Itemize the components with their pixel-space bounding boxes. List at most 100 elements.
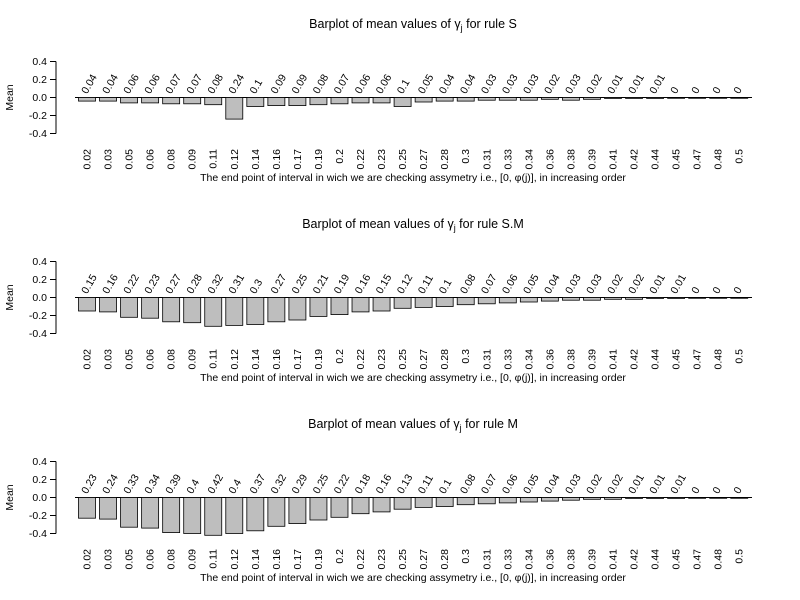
bar-value-label: 0.27 [163, 272, 184, 296]
bar-value-label: 0.32 [205, 272, 226, 296]
y-tick-label: -0.4 [29, 528, 47, 540]
bar-value-label: 0.03 [500, 72, 521, 96]
y-axis-label: Mean [4, 484, 16, 510]
bar-value-label: 0.32 [269, 472, 290, 496]
category-label: 0.38 [565, 549, 577, 570]
bar [625, 97, 643, 99]
category-label: 0.03 [103, 349, 115, 370]
bar-value-label: 0.04 [437, 72, 458, 96]
category-label: 0.16 [271, 149, 283, 170]
category-label: 0.31 [481, 149, 493, 170]
bar [456, 497, 475, 506]
bar [646, 297, 664, 299]
category-label: 0.41 [608, 549, 620, 570]
bar-value-label: 0.42 [205, 472, 226, 496]
bar-value-label: 0.28 [184, 272, 205, 296]
category-label: 0.06 [145, 549, 157, 570]
category-label: 0.06 [145, 149, 157, 170]
bar [519, 497, 538, 503]
bar [141, 497, 160, 529]
bar [456, 297, 475, 306]
category-label: 0.45 [671, 349, 683, 370]
bar [225, 97, 244, 120]
bar [646, 497, 664, 499]
bar [246, 297, 265, 325]
category-label: 0.12 [229, 349, 241, 370]
bar-value-label: 0.04 [79, 72, 100, 96]
category-label: 0.09 [187, 349, 199, 370]
bar-value-label: 0.27 [269, 272, 290, 296]
bar [414, 97, 433, 103]
bar [225, 297, 244, 326]
category-label: 0.17 [292, 349, 304, 370]
bar-value-label: 0.23 [142, 272, 163, 296]
bar-value-label: 0 [668, 85, 681, 96]
bar [540, 97, 559, 100]
bar-value-label: 0.13 [395, 472, 416, 496]
y-tick-label: -0.4 [29, 128, 47, 140]
category-label: 0.05 [124, 549, 136, 570]
bar [709, 497, 728, 499]
category-label: 0.36 [544, 549, 556, 570]
category-label: 0.31 [481, 349, 493, 370]
bar [688, 97, 707, 99]
y-tick-label: 0.2 [32, 474, 47, 486]
bar [204, 297, 223, 327]
category-label: 0.25 [397, 149, 409, 170]
bar [540, 497, 559, 502]
bar [688, 497, 707, 499]
bar [330, 297, 349, 316]
bar [141, 297, 160, 319]
category-label: 0.16 [271, 549, 283, 570]
category-label: 0.22 [355, 549, 367, 570]
y-tick-label: 0.0 [32, 292, 47, 304]
category-label: 0.41 [608, 349, 620, 370]
category-label: 0.41 [608, 149, 620, 170]
category-label: 0.47 [692, 149, 704, 170]
category-label: 0.08 [166, 349, 178, 370]
bar-value-label: 0.02 [626, 272, 647, 296]
bar [309, 97, 328, 106]
bar-value-label: 0.02 [584, 472, 605, 496]
bar [351, 297, 370, 313]
chart-title: Barplot of mean values of γj for rule S [309, 17, 517, 33]
bar [288, 497, 307, 525]
category-label: 0.25 [397, 549, 409, 570]
bar [372, 497, 391, 513]
bar-value-label: 0.07 [184, 72, 205, 96]
bar-value-label: 0.24 [226, 72, 247, 96]
y-tick-label: -0.4 [29, 328, 47, 340]
bar [267, 497, 286, 527]
bar-value-label: 0.4 [226, 477, 244, 496]
y-tick-label: 0.0 [32, 92, 47, 104]
bar [667, 97, 686, 99]
bar [562, 297, 580, 301]
bar [78, 97, 96, 102]
category-label: 0.38 [565, 149, 577, 170]
bar [477, 297, 496, 305]
bar-value-label: 0.03 [563, 72, 584, 96]
bar [709, 297, 728, 299]
bar-value-label: 0.01 [626, 472, 647, 496]
bar [78, 297, 96, 312]
x-axis-label: The end point of interval in wich we are… [200, 572, 626, 584]
bar [435, 97, 454, 102]
bar-value-label: 0.01 [605, 72, 626, 96]
bar [625, 297, 643, 300]
chart-panel-3: Barplot of mean values of γj for rule M 0… [4, 417, 752, 584]
category-label: 0.44 [650, 149, 662, 170]
bar [414, 297, 433, 308]
category-label: 0.19 [313, 149, 325, 170]
category-label: 0.45 [671, 149, 683, 170]
bar-value-label: 0 [731, 285, 744, 296]
bar-value-label: 0.05 [521, 472, 542, 496]
bar [688, 297, 707, 299]
category-label: 0.02 [82, 149, 94, 170]
bar [246, 497, 265, 532]
category-label: 0.02 [82, 349, 94, 370]
bar-value-label: 0.16 [353, 272, 374, 296]
category-label: 0.14 [250, 349, 262, 370]
bar [99, 97, 117, 102]
bar-value-label: 0.24 [100, 472, 121, 496]
category-label: 0.33 [502, 349, 514, 370]
